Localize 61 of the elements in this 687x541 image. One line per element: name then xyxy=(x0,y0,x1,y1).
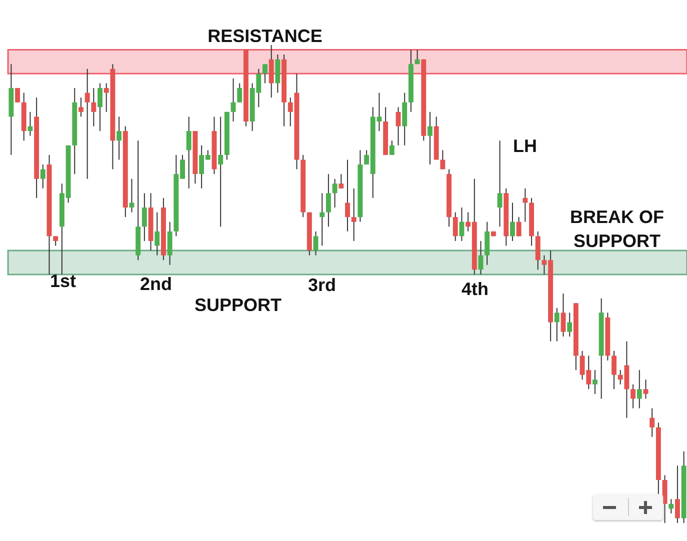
candlestick xyxy=(78,97,84,118)
candlestick xyxy=(484,221,490,266)
candlestick xyxy=(428,111,432,165)
candlestick xyxy=(414,49,420,65)
candlestick xyxy=(396,106,401,146)
annotation: 2nd xyxy=(140,274,172,294)
candlestick xyxy=(612,350,616,390)
candlestick xyxy=(129,178,134,213)
candlestick xyxy=(567,312,572,338)
candlestick xyxy=(402,92,408,146)
candlestick xyxy=(630,384,636,409)
candlestick xyxy=(167,221,172,266)
candlestick xyxy=(516,216,522,237)
candlestick xyxy=(332,178,338,208)
candlestick xyxy=(535,230,540,270)
candlestick xyxy=(459,207,464,242)
candlestick xyxy=(142,192,147,242)
candlestick xyxy=(351,188,356,242)
band-label: SUPPORT xyxy=(194,295,282,315)
band-label: RESISTANCE xyxy=(208,26,322,46)
candlestick xyxy=(510,202,515,242)
candlestick xyxy=(40,164,46,189)
candlestick xyxy=(116,116,122,160)
annotation: 3rd xyxy=(308,275,336,295)
candlestick xyxy=(636,370,642,409)
candlestick xyxy=(675,465,680,524)
candlestick xyxy=(345,159,350,232)
candlestick xyxy=(338,174,344,189)
candlestick xyxy=(662,474,668,524)
candlestick xyxy=(440,150,446,170)
candlestick xyxy=(53,236,58,246)
candlestick xyxy=(389,140,394,156)
candlestick xyxy=(91,88,96,127)
candlestick xyxy=(262,64,268,84)
candlestick xyxy=(84,68,90,180)
candlestick xyxy=(522,188,528,222)
candlestick xyxy=(643,379,648,400)
candlestick xyxy=(154,212,160,256)
candlestick xyxy=(320,192,325,246)
candlestick xyxy=(15,88,20,103)
candlestick xyxy=(28,111,33,136)
candlestick xyxy=(218,116,224,228)
annotation: 1st xyxy=(50,271,76,291)
annotation: BREAK OF SUPPORT xyxy=(570,207,664,251)
candlestick xyxy=(650,408,655,438)
candlestick xyxy=(497,140,502,228)
candlestick xyxy=(592,370,598,394)
candlestick xyxy=(98,82,102,132)
annotation: 4th xyxy=(462,279,488,299)
annotation: LH xyxy=(513,136,537,156)
candlestick xyxy=(313,230,318,256)
candlestick xyxy=(668,498,674,514)
candlestick xyxy=(326,174,331,228)
candlestick xyxy=(452,212,458,242)
candlestick xyxy=(268,44,274,98)
candlestick xyxy=(230,78,236,122)
candlestick xyxy=(554,307,560,342)
candlestick xyxy=(560,293,566,338)
candlestick xyxy=(186,116,192,189)
candlestick xyxy=(275,54,280,94)
candlestick xyxy=(237,82,242,103)
